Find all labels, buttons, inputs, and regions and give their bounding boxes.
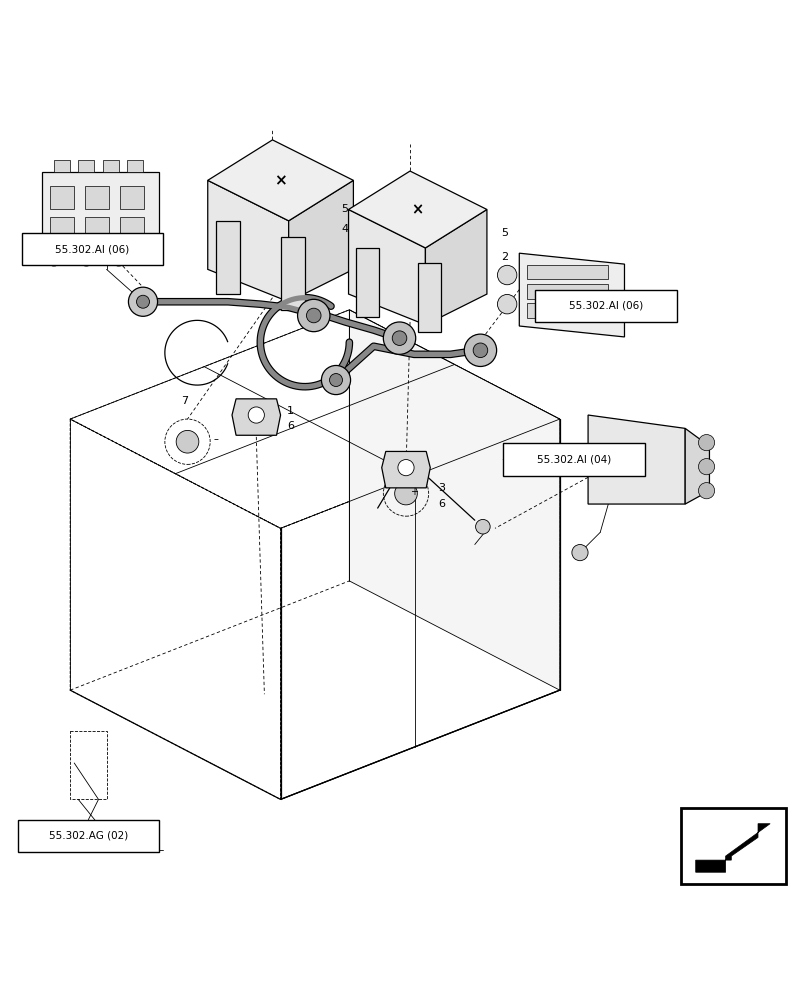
- Polygon shape: [42, 172, 159, 249]
- Circle shape: [383, 322, 415, 354]
- Polygon shape: [695, 824, 769, 872]
- Circle shape: [128, 287, 157, 316]
- Bar: [54, 160, 70, 172]
- Bar: [50, 186, 74, 209]
- Polygon shape: [349, 310, 559, 690]
- Text: 5: 5: [341, 204, 348, 214]
- Text: 2: 2: [501, 252, 508, 262]
- Bar: [526, 265, 607, 279]
- Text: 5: 5: [501, 228, 508, 238]
- Circle shape: [248, 407, 264, 423]
- Circle shape: [571, 545, 587, 561]
- Text: ×: ×: [274, 173, 286, 188]
- Bar: [102, 160, 118, 172]
- Circle shape: [464, 334, 496, 366]
- Circle shape: [297, 299, 329, 332]
- Bar: [526, 303, 607, 318]
- Circle shape: [111, 252, 126, 266]
- Bar: [526, 284, 607, 299]
- Polygon shape: [519, 253, 624, 337]
- Text: –: –: [213, 434, 218, 444]
- Circle shape: [475, 519, 490, 534]
- Text: 55.302.AI (06): 55.302.AI (06): [569, 301, 642, 311]
- Polygon shape: [425, 209, 487, 325]
- Circle shape: [329, 374, 342, 387]
- Bar: [84, 217, 109, 239]
- Text: 55.302.AI (04): 55.302.AI (04): [536, 455, 611, 465]
- Circle shape: [497, 294, 517, 314]
- Text: 55.302.AI (06): 55.302.AI (06): [55, 244, 130, 254]
- Bar: [119, 186, 144, 209]
- Bar: [127, 160, 143, 172]
- Bar: [18, 820, 159, 852]
- Text: 55.302.AG (02): 55.302.AG (02): [49, 831, 128, 841]
- Bar: [119, 217, 144, 239]
- Circle shape: [136, 295, 149, 308]
- Polygon shape: [348, 171, 487, 248]
- Bar: [534, 290, 676, 322]
- Circle shape: [497, 265, 517, 285]
- Polygon shape: [348, 209, 425, 325]
- Circle shape: [697, 459, 714, 475]
- Polygon shape: [684, 428, 709, 504]
- Bar: [503, 443, 644, 476]
- Polygon shape: [208, 180, 288, 302]
- Circle shape: [392, 331, 406, 345]
- Polygon shape: [216, 221, 240, 294]
- Circle shape: [306, 308, 320, 323]
- Polygon shape: [288, 180, 353, 302]
- Text: 1: 1: [287, 406, 294, 416]
- Circle shape: [394, 482, 417, 505]
- Text: 6: 6: [438, 499, 444, 509]
- Bar: [84, 186, 109, 209]
- Circle shape: [79, 252, 93, 266]
- Circle shape: [47, 252, 61, 266]
- Polygon shape: [587, 415, 684, 504]
- Text: 6: 6: [287, 421, 294, 431]
- Polygon shape: [381, 451, 430, 488]
- Text: 4: 4: [341, 224, 348, 234]
- Bar: [680, 808, 785, 884]
- Text: 7: 7: [182, 396, 188, 406]
- Text: 3: 3: [438, 483, 444, 493]
- Circle shape: [697, 435, 714, 451]
- Circle shape: [473, 343, 487, 358]
- Polygon shape: [281, 237, 304, 310]
- Circle shape: [697, 483, 714, 499]
- Polygon shape: [208, 140, 353, 221]
- Polygon shape: [356, 248, 379, 317]
- Bar: [50, 217, 74, 239]
- Bar: [22, 233, 163, 265]
- Circle shape: [321, 365, 350, 395]
- Bar: [78, 160, 94, 172]
- Circle shape: [176, 430, 199, 453]
- Text: ×: ×: [411, 202, 423, 217]
- Polygon shape: [417, 263, 440, 332]
- Text: +: +: [410, 487, 418, 497]
- Circle shape: [397, 460, 414, 476]
- Polygon shape: [232, 399, 281, 435]
